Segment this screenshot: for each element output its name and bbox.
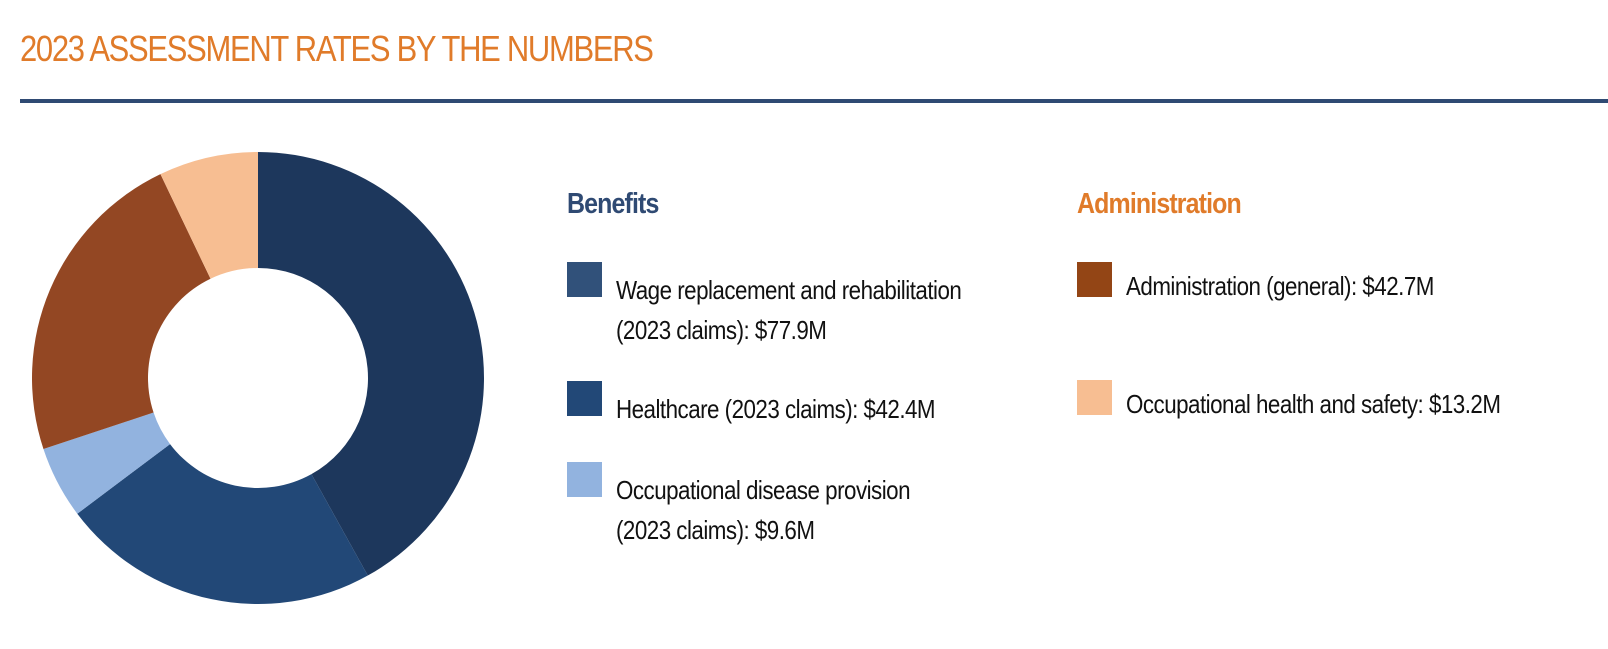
page-title: 2023 ASSESSMENT RATES BY THE NUMBERS: [20, 28, 654, 69]
legend-label-line1: Occupational health and safety: $13.2M: [1126, 389, 1501, 419]
administration-heading: Administration: [1077, 188, 1242, 220]
legend-label-line1: Occupational disease provision: [616, 475, 911, 505]
legend-label-line1: Healthcare (2023 claims): $42.4M: [616, 394, 936, 424]
legend-swatch: [567, 381, 602, 416]
donut-slice-administration-general: [31, 174, 211, 449]
legend-swatch: [567, 462, 602, 497]
legend-item-occupational-disease: Occupational disease provision (2023 cla…: [567, 462, 1096, 550]
donut-slice-healthcare-2023-claims: [77, 444, 368, 604]
legend-label-line2: (2023 claims): $77.9M: [616, 315, 827, 345]
legend-label: Healthcare (2023 claims): $42.4M: [616, 389, 1029, 429]
legend-swatch: [567, 262, 602, 297]
legend-label-line1: Administration (general): $42.7M: [1126, 271, 1434, 301]
legend-item-occupational-health: Occupational health and safety: $13.2M: [1077, 380, 1606, 424]
legend-swatch: [1077, 380, 1112, 415]
legend-label-line1: Wage replacement and rehabilitation: [616, 275, 962, 305]
legend-label: Wage replacement and rehabilitation (202…: [616, 270, 1029, 350]
donut-slice-occupational-disease-provision-2023-claims: [43, 412, 171, 514]
legend-label: Occupational health and safety: $13.2M: [1126, 384, 1539, 424]
legend-label: Administration (general): $42.7M: [1126, 266, 1539, 306]
legend-item-healthcare: Healthcare (2023 claims): $42.4M: [567, 381, 1096, 429]
donut-slice-wage-replacement-and-rehabilitation-2023-claims: [258, 152, 484, 576]
legend-item-administration-general: Administration (general): $42.7M: [1077, 262, 1606, 306]
legend-label: Occupational disease provision (2023 cla…: [616, 470, 1029, 550]
legend-label-line2: (2023 claims): $9.6M: [616, 515, 815, 545]
donut-chart: [31, 152, 484, 604]
legend-swatch: [1077, 262, 1112, 297]
legend-group-administration: Administration Administration (general):…: [1077, 188, 1587, 419]
legend-item-wage-replacement: Wage replacement and rehabilitation (202…: [567, 262, 1096, 350]
legend-group-benefits: Benefits Wage replacement and rehabilita…: [567, 188, 1037, 545]
title-rule: [20, 99, 1608, 103]
benefits-heading: Benefits: [567, 188, 659, 220]
donut-slice-occupational-health-and-safety: [160, 152, 258, 279]
